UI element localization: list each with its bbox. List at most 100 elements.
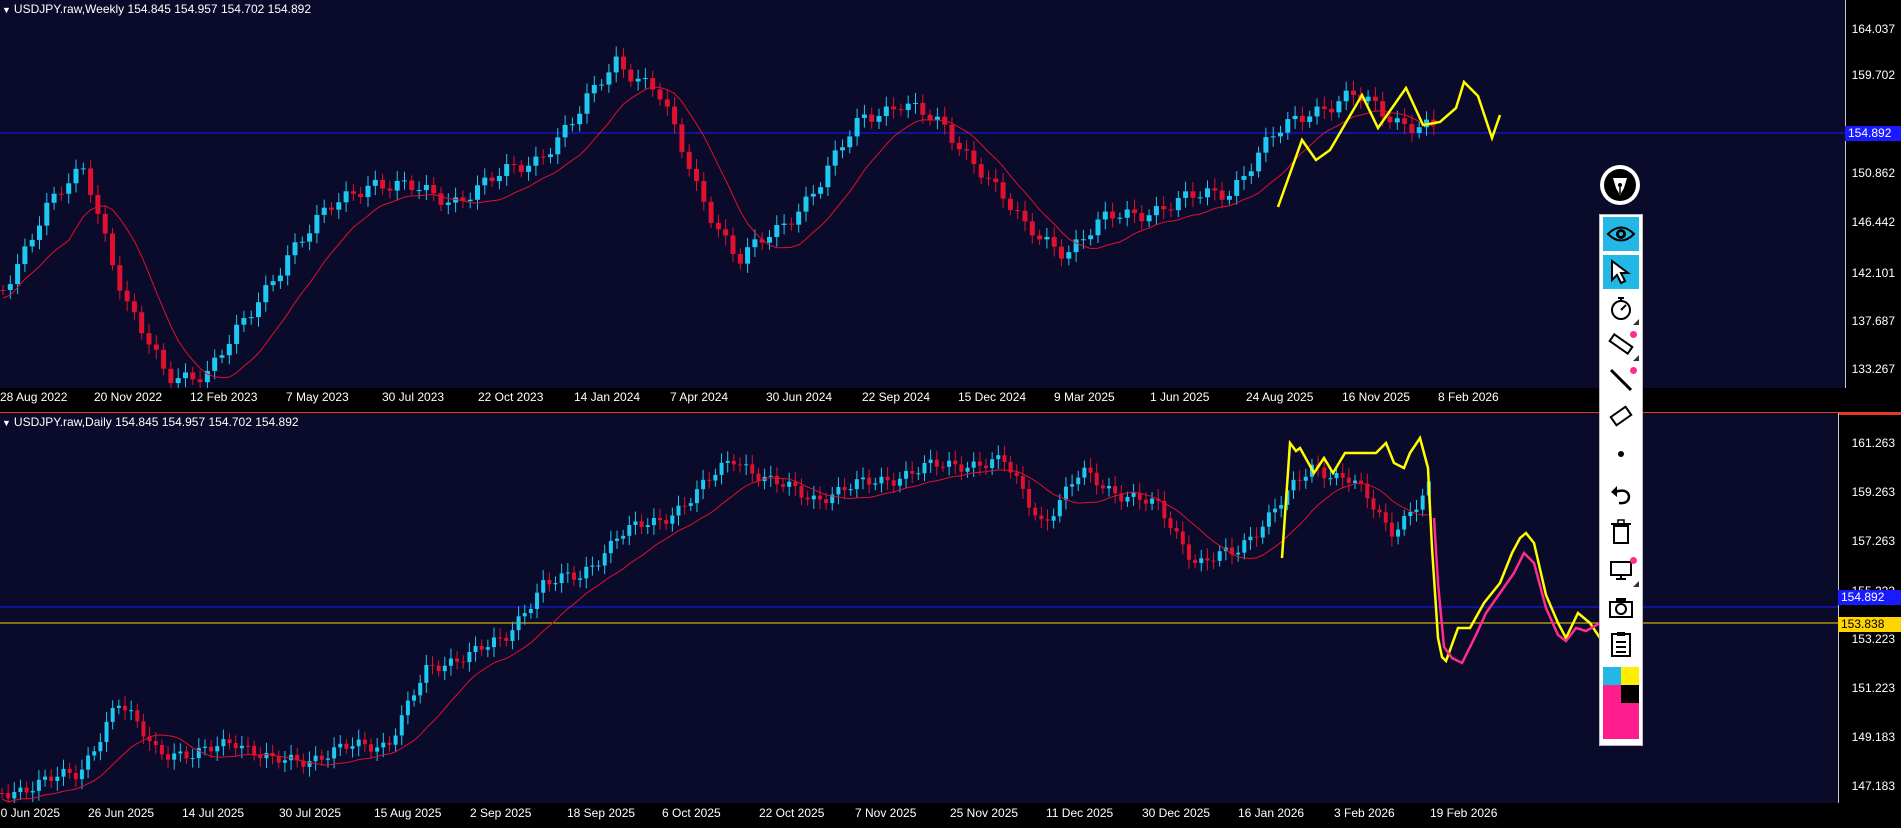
candle (1205, 180, 1210, 206)
candle (178, 743, 183, 762)
candle (682, 496, 687, 515)
candle (336, 193, 342, 219)
candle (577, 106, 583, 132)
candle (492, 627, 496, 658)
weekly-price-label: 142.101 (1851, 266, 1895, 280)
daily-price-label: 161.263 (1851, 436, 1895, 450)
candle (402, 171, 407, 190)
candle (547, 572, 552, 592)
candle (818, 182, 824, 199)
candle (1193, 554, 1198, 569)
candle (479, 639, 484, 657)
candle (825, 156, 831, 196)
candle (599, 79, 605, 91)
collapse-triangle-icon[interactable]: ▼ (2, 5, 11, 15)
stopwatch-button[interactable] (1603, 291, 1639, 325)
candle (511, 155, 517, 174)
candle (58, 186, 64, 201)
eraser-button[interactable] (1603, 399, 1639, 433)
line-button[interactable] (1603, 363, 1639, 397)
daily-price-scale[interactable]: 161.263 159.263 157.263 155.223 153.223 … (1838, 413, 1901, 803)
candle (233, 735, 238, 756)
candle (116, 699, 121, 715)
candle (196, 738, 201, 768)
camera-button[interactable] (1603, 591, 1639, 625)
candle (787, 472, 792, 496)
pen-tool-button[interactable] (1600, 165, 1640, 205)
candle (606, 64, 612, 93)
weekly-chart-canvas[interactable] (0, 0, 1845, 388)
candle (1230, 537, 1234, 565)
candle (1297, 469, 1302, 491)
weekly-price-scale[interactable]: 164.037 159.702 150.862 146.442 142.101 … (1845, 0, 1901, 388)
candle (1057, 493, 1062, 523)
daily-zigzag-drawing-pink[interactable] (1432, 517, 1612, 665)
weekly-chart-pane[interactable]: ▼ USDJPY.raw,Weekly 154.845 154.957 154.7… (0, 0, 1846, 388)
dot-button[interactable] (1603, 437, 1639, 471)
candle (88, 160, 94, 204)
monitor-button[interactable] (1603, 553, 1639, 587)
candle (803, 186, 809, 222)
candle (168, 361, 174, 388)
candle (541, 570, 546, 603)
candle (1132, 199, 1137, 224)
candle (664, 89, 670, 117)
candle (1377, 504, 1382, 518)
daily-chart-pane[interactable]: ▼ USDJPY.raw,Daily 154.845 154.957 154.70… (0, 413, 1839, 803)
candle (1299, 106, 1305, 132)
candle (642, 68, 648, 89)
trash-button[interactable] (1603, 515, 1639, 549)
cursor-button[interactable] (1603, 255, 1639, 289)
daily-time-label: 14 Jul 2025 (182, 806, 245, 820)
daily-time-axis[interactable]: 10 Jun 2025 26 Jun 2025 14 Jul 2025 30 J… (0, 806, 1845, 826)
collapse-triangle-icon[interactable]: ▼ (2, 418, 11, 428)
candle (1254, 527, 1259, 547)
selected-color-swatch[interactable] (1603, 703, 1639, 739)
ruler-button[interactable] (1603, 327, 1639, 361)
candle (124, 280, 130, 312)
candle (110, 228, 115, 271)
clipboard-button[interactable] (1603, 627, 1639, 661)
candle (423, 174, 429, 201)
candle (774, 215, 780, 247)
candle (633, 511, 638, 535)
candle (1162, 491, 1167, 528)
candle (752, 229, 758, 257)
candle (1273, 498, 1278, 523)
candle (1292, 106, 1298, 129)
candle (1340, 463, 1345, 488)
color-swatch-yellow[interactable] (1621, 667, 1639, 685)
candle (1199, 549, 1204, 572)
undo-button[interactable] (1603, 477, 1639, 511)
color-swatch-black[interactable] (1621, 685, 1639, 703)
weekly-time-axis[interactable]: 28 Aug 2022 20 Nov 2022 12 Feb 2023 7 Ma… (0, 390, 1845, 410)
daily-zigzag-drawing-yellow[interactable] (1280, 435, 1634, 664)
candle (301, 753, 306, 774)
stopwatch-icon (1611, 297, 1631, 320)
candle (55, 766, 60, 791)
candle (393, 728, 398, 752)
candle (1033, 502, 1038, 521)
color-swatch-pink[interactable] (1603, 685, 1621, 703)
candle (628, 63, 634, 88)
candle (639, 514, 644, 535)
line-icon (1609, 368, 1633, 392)
weekly-time-label: 28 Aug 2022 (0, 390, 68, 404)
daily-chart-canvas[interactable] (0, 413, 1838, 803)
eye-button[interactable] (1603, 217, 1639, 251)
candle (796, 203, 802, 233)
candle (1161, 196, 1167, 220)
candle (883, 96, 889, 126)
candle (1242, 533, 1247, 560)
candle (810, 185, 816, 206)
candle (319, 749, 324, 766)
candle (879, 467, 884, 493)
pen-icon (1604, 169, 1636, 201)
candle (1211, 552, 1216, 570)
candle (745, 237, 751, 273)
weekly-time-label: 20 Nov 2022 (94, 390, 163, 404)
color-swatch-cyan[interactable] (1603, 667, 1621, 685)
candle (707, 471, 712, 489)
weekly-zigzag-drawing[interactable] (1276, 79, 1502, 208)
candle (455, 650, 460, 670)
